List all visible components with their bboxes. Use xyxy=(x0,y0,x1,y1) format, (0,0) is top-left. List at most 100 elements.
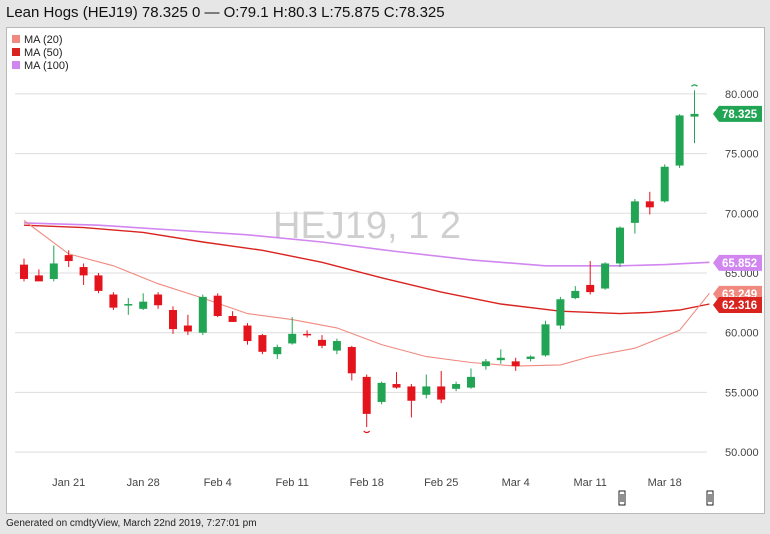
candle-body xyxy=(64,255,73,262)
candle[interactable] xyxy=(169,306,177,334)
x-tick-label: Feb 18 xyxy=(350,477,384,489)
legend-label: MA (50) xyxy=(24,47,63,59)
candle[interactable] xyxy=(332,338,341,355)
range-handle-box xyxy=(618,490,626,506)
candle-body xyxy=(288,333,297,344)
candle[interactable] xyxy=(243,323,252,345)
candlestick-chart[interactable]: HEJ19, 1 2 80.00075.00070.00065.00060.00… xyxy=(7,28,764,513)
candle-body xyxy=(467,376,475,388)
candle-body xyxy=(422,386,431,395)
candle[interactable] xyxy=(94,273,103,294)
candle-body xyxy=(198,296,207,333)
candle[interactable] xyxy=(213,293,222,318)
candle[interactable] xyxy=(690,90,699,144)
candle[interactable] xyxy=(154,292,163,309)
x-tick-label: Mar 4 xyxy=(502,477,530,489)
candle-body xyxy=(20,264,28,279)
candle[interactable] xyxy=(392,372,401,389)
x-tick-label: Mar 11 xyxy=(573,477,606,489)
candle[interactable] xyxy=(660,164,669,203)
candle-body xyxy=(49,263,58,279)
candle[interactable] xyxy=(496,349,505,364)
range-handle[interactable] xyxy=(706,490,714,506)
price-badge: 65.852 xyxy=(713,254,762,271)
price-badge-label: 78.325 xyxy=(722,109,758,121)
candle[interactable] xyxy=(645,191,654,215)
legend-item[interactable]: MA (20) xyxy=(12,34,63,46)
low-marker xyxy=(363,430,371,434)
candle[interactable] xyxy=(467,368,475,389)
candle[interactable] xyxy=(49,245,58,282)
candle[interactable] xyxy=(183,314,192,336)
candle[interactable] xyxy=(124,298,133,315)
candle[interactable] xyxy=(139,293,148,311)
candle-body xyxy=(332,341,341,351)
candle[interactable] xyxy=(526,355,535,362)
candle-body xyxy=(139,301,148,309)
candle[interactable] xyxy=(347,345,356,381)
candle[interactable] xyxy=(452,381,461,392)
candle[interactable] xyxy=(303,330,312,338)
candle[interactable] xyxy=(198,294,207,336)
ma100-line xyxy=(23,222,710,267)
candle[interactable] xyxy=(601,262,610,290)
x-tick-label: Feb 25 xyxy=(424,477,458,489)
x-tick-label: Jan 21 xyxy=(52,477,85,489)
candle-body xyxy=(362,376,371,414)
candle[interactable] xyxy=(318,335,326,349)
candle[interactable] xyxy=(616,226,624,268)
candle-body xyxy=(481,361,490,367)
candle[interactable] xyxy=(273,344,282,359)
candle[interactable] xyxy=(422,374,431,399)
generated-footer: Generated on cmdtyView, March 22nd 2019,… xyxy=(6,518,257,529)
candle-body xyxy=(213,295,222,316)
chart-panel[interactable]: HEJ19, 1 2 80.000 75.000 70.000 65.000 60.00… xyxy=(6,27,765,514)
candle-body xyxy=(675,115,684,166)
candle-body xyxy=(407,386,416,401)
candle[interactable] xyxy=(64,250,73,268)
candle[interactable] xyxy=(556,296,565,330)
candle-body xyxy=(496,357,505,361)
price-badge: 62.316 xyxy=(713,297,762,314)
candle[interactable] xyxy=(109,292,118,311)
candle-body xyxy=(154,294,163,306)
x-tick-label: Jan 28 xyxy=(127,477,160,489)
high-marker xyxy=(691,84,698,87)
candle[interactable] xyxy=(541,320,550,357)
candle-body xyxy=(571,290,580,299)
y-tick-label: 55.000 xyxy=(725,387,759,399)
legend-item[interactable]: MA (50) xyxy=(12,47,63,59)
candle[interactable] xyxy=(586,261,595,295)
candle-body xyxy=(660,166,669,202)
candle-body xyxy=(511,361,520,367)
price-badge-label: 62.316 xyxy=(722,300,757,312)
candle[interactable] xyxy=(511,357,520,371)
candle-body xyxy=(258,335,267,352)
candle[interactable] xyxy=(407,384,416,418)
candle[interactable] xyxy=(34,269,43,282)
candle[interactable] xyxy=(288,317,297,345)
candle[interactable] xyxy=(630,198,639,234)
candle-body xyxy=(347,347,356,374)
candle[interactable] xyxy=(377,381,386,405)
candle[interactable] xyxy=(20,258,28,282)
candle[interactable] xyxy=(675,114,684,168)
candle-body xyxy=(556,299,565,326)
range-handles[interactable] xyxy=(618,490,714,506)
candle[interactable] xyxy=(437,370,446,404)
candle[interactable] xyxy=(79,263,88,285)
y-tick-label: 70.000 xyxy=(725,208,759,220)
candle[interactable] xyxy=(362,374,371,428)
candle[interactable] xyxy=(228,311,237,322)
candle[interactable] xyxy=(258,333,267,355)
candle[interactable] xyxy=(571,286,580,300)
candle-body xyxy=(183,325,192,332)
candle-body xyxy=(169,310,177,330)
candles[interactable] xyxy=(20,84,699,434)
legend[interactable]: MA (20)MA (50)MA (100) xyxy=(12,34,69,72)
range-handle[interactable] xyxy=(618,490,626,506)
candle-body xyxy=(273,347,282,355)
candle[interactable] xyxy=(481,358,490,370)
legend-item[interactable]: MA (100) xyxy=(12,60,69,72)
